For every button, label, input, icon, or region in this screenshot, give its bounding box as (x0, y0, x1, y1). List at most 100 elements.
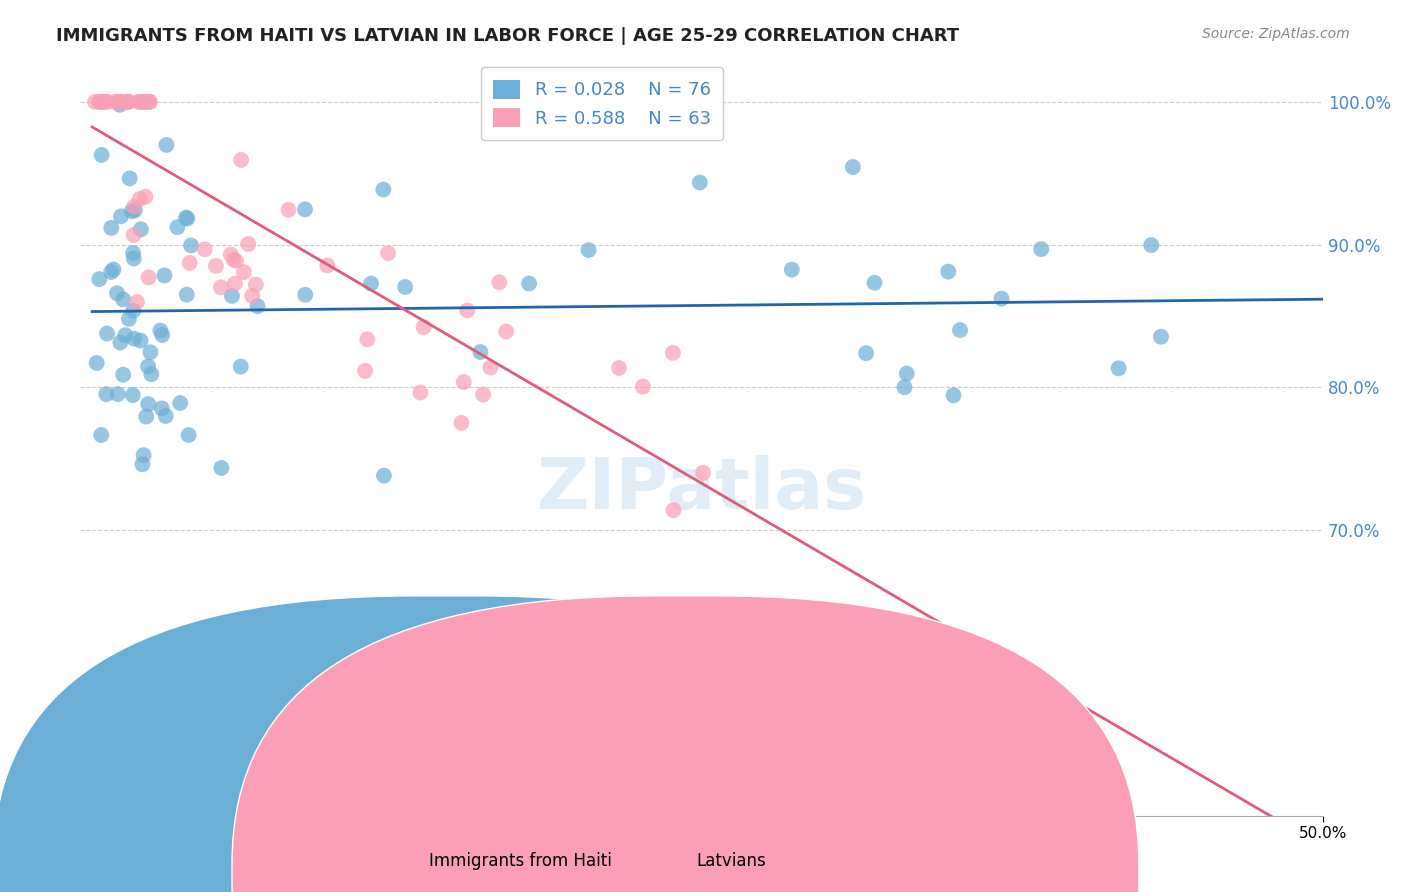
Point (240, 289, 263, 303)
Point (100, 265, 122, 279)
Point (409, 385, 432, 400)
Point (896, 367, 918, 381)
Point (136, 359, 159, 374)
Point (842, 160, 865, 174)
Point (450, 416, 472, 430)
Point (232, 265, 254, 279)
Point (194, 242, 217, 256)
Point (124, 203, 146, 218)
Point (128, 95, 150, 109)
Point (107, 387, 129, 401)
Point (96, 95, 118, 109)
Point (138, 270, 160, 285)
Point (122, 252, 145, 266)
Point (488, 275, 510, 289)
Point (105, 286, 128, 301)
Point (277, 202, 299, 217)
Point (229, 153, 252, 167)
Point (121, 388, 143, 402)
Point (136, 397, 159, 411)
Point (294, 202, 316, 217)
Point (121, 204, 143, 219)
Point (91, 95, 114, 109)
Point (949, 323, 972, 337)
Point (115, 95, 138, 109)
Point (149, 324, 172, 338)
Point (990, 292, 1012, 306)
Point (780, 262, 803, 277)
Point (128, 192, 150, 206)
Point (129, 334, 152, 348)
Point (96, 326, 118, 341)
Point (86, 356, 108, 370)
Point (138, 95, 160, 109)
Point (453, 375, 475, 389)
Point (246, 299, 269, 313)
Point (129, 222, 152, 236)
Point (169, 396, 191, 410)
Point (122, 227, 145, 242)
Point (138, 95, 160, 109)
Point (91, 95, 114, 109)
Point (134, 190, 156, 204)
Point (150, 401, 173, 416)
Point (117, 95, 139, 109)
Point (180, 238, 202, 252)
Point (155, 409, 177, 423)
Point (689, 176, 711, 190)
Point (294, 287, 316, 301)
Point (177, 428, 200, 442)
Point (245, 277, 267, 292)
Point (118, 95, 141, 109)
Point (517, 277, 540, 291)
Point (472, 387, 495, 401)
Point (1150, 329, 1173, 343)
Point (222, 252, 245, 267)
Point (112, 293, 135, 307)
Point (1140, 238, 1163, 252)
Text: Latvians: Latvians (696, 852, 766, 870)
Point (607, 361, 630, 376)
Point (131, 457, 153, 471)
Point (221, 289, 243, 303)
Point (89, 95, 111, 109)
Point (238, 236, 260, 251)
Point (224, 277, 246, 291)
Point (662, 346, 685, 360)
Point (153, 268, 176, 283)
Point (373, 183, 395, 197)
Point (108, 97, 131, 112)
Point (150, 328, 173, 343)
Point (111, 95, 134, 109)
Point (174, 211, 197, 225)
Point (110, 210, 132, 224)
Point (125, 294, 148, 309)
Legend: R = 0.028    N = 76, R = 0.588    N = 63: R = 0.028 N = 76, R = 0.588 N = 63 (481, 68, 724, 140)
Point (373, 468, 395, 483)
Point (89, 272, 111, 286)
Point (662, 503, 685, 517)
Point (135, 409, 157, 424)
Point (118, 311, 141, 326)
Point (209, 461, 232, 475)
Text: ZIPatlas: ZIPatlas (537, 455, 866, 524)
Point (90, 148, 112, 162)
Point (209, 280, 232, 294)
Point (122, 332, 145, 346)
Point (205, 259, 228, 273)
Point (110, 335, 132, 350)
Point (132, 448, 155, 462)
Point (179, 256, 201, 270)
Point (942, 388, 965, 402)
Point (114, 328, 136, 343)
Point (107, 95, 129, 109)
Point (219, 247, 242, 261)
Point (166, 220, 188, 235)
Point (100, 220, 122, 235)
Point (356, 332, 378, 346)
Point (90, 428, 112, 442)
Point (155, 137, 177, 152)
Point (855, 346, 877, 360)
Point (131, 95, 153, 109)
Point (692, 466, 714, 480)
